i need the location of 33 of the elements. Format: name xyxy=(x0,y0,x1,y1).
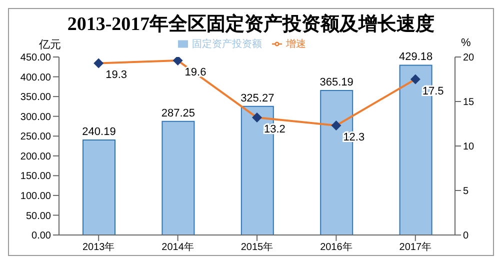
data-label: 19.3 xyxy=(106,69,128,82)
bar xyxy=(82,139,116,235)
data-label: 325.27 xyxy=(240,92,274,104)
x-tick-label: 2013年 xyxy=(82,241,115,254)
y2-axis-title: % xyxy=(461,37,471,49)
y-tick-label: 0.00 xyxy=(32,230,52,242)
y2-tick-label: 20 xyxy=(463,52,475,64)
y2-tick-label: 15 xyxy=(463,97,475,108)
bar xyxy=(162,120,195,235)
data-label: 429.18 xyxy=(398,51,433,64)
y-tick-label: 50.00 xyxy=(26,210,52,222)
x-tick-label: 2016年 xyxy=(320,241,352,254)
y-tick-label: 400.00 xyxy=(20,72,52,84)
y-tick-label: 200.00 xyxy=(20,151,52,162)
y-tick-label: 250.00 xyxy=(20,132,52,143)
x-tick-label: 2017年 xyxy=(399,241,432,254)
y-tick-label: 450.00 xyxy=(20,52,52,64)
data-label: 240.19 xyxy=(82,126,116,138)
data-label: 365.19 xyxy=(320,76,354,89)
y-tick-label: 100.00 xyxy=(20,190,52,202)
data-label: 287.25 xyxy=(161,107,196,120)
x-tick-label: 2014年 xyxy=(162,241,194,254)
legend-label: 固定资产投资额 xyxy=(192,39,262,50)
chart-title: 2013-2017年全区固定资产投资额及增长速度 xyxy=(66,12,436,37)
y2-tick-label: 5 xyxy=(463,186,469,198)
x-tick-label: 2015年 xyxy=(240,241,274,254)
y-tick-label: 300.00 xyxy=(20,112,52,123)
y-axis-title: 亿元 xyxy=(39,38,61,52)
y2-tick-label: 0 xyxy=(463,230,469,242)
legend-label: 增速 xyxy=(286,39,306,50)
y-tick-label: 150.00 xyxy=(20,171,52,182)
y2-tick-label: 10 xyxy=(463,142,475,153)
y-tick-label: 350.00 xyxy=(20,92,52,104)
